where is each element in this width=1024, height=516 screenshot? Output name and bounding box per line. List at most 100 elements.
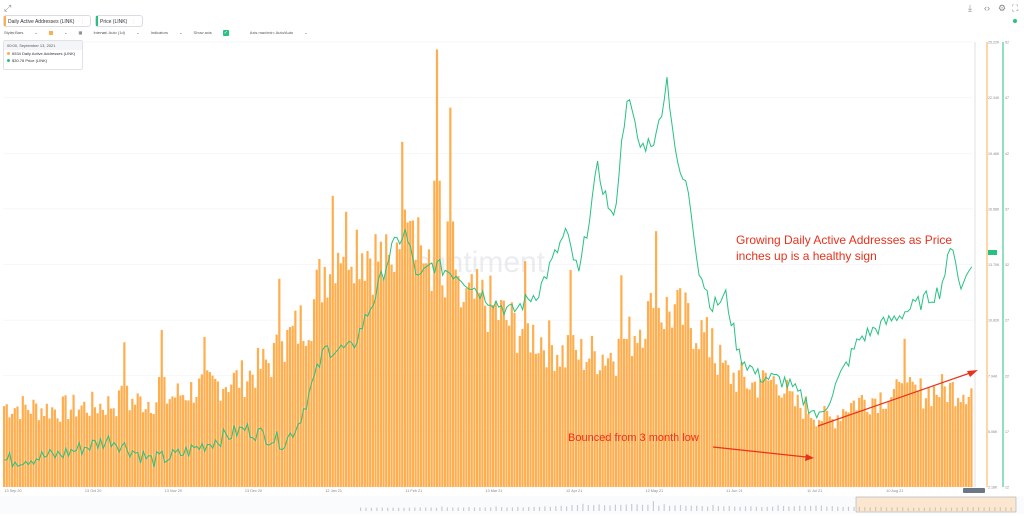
dau-bar — [77, 409, 81, 487]
dau-bar — [927, 387, 930, 487]
dau-bar — [569, 269, 572, 487]
tooltip-date: 00:00, September 13, 2021 — [4, 41, 82, 50]
dau-bar — [166, 403, 169, 487]
dau-bar — [756, 397, 759, 487]
fullscreen-icon[interactable]: ⛶ — [1012, 3, 1019, 13]
dau-bar — [911, 381, 914, 487]
navigator-bar — [869, 507, 871, 511]
dau-bar — [104, 414, 107, 487]
dau-bar — [414, 259, 417, 487]
style-select[interactable]: Style: Bars ⌄ — [4, 30, 38, 36]
navigator-bar — [435, 507, 438, 511]
dau-bar — [3, 406, 6, 487]
dau-bar — [625, 338, 628, 487]
dau-bar — [943, 386, 946, 487]
growth-arrowhead — [967, 370, 978, 377]
dau-bar — [427, 249, 431, 487]
tooltip-row-price: $30.78 Price (LINK) — [4, 57, 82, 64]
dau-bar — [307, 340, 310, 487]
navigator-bar — [799, 505, 801, 511]
navigator-bar — [983, 507, 985, 511]
dau-bar — [815, 426, 818, 487]
dau-axis-tick: 22.34K — [988, 96, 1000, 100]
dau-bar — [938, 396, 941, 487]
download-icon[interactable]: ⤓ — [968, 3, 972, 13]
metric-menu-icon[interactable]: ⋮ — [79, 19, 85, 25]
dau-bar — [382, 277, 385, 487]
dau-bar — [417, 217, 420, 487]
navigator-bar — [609, 505, 611, 511]
metric-chip-dau[interactable]: Daily Active Addresses (LINK) ⋮ × — [3, 15, 91, 37]
navigator-bar — [1010, 507, 1012, 511]
navigator-bar — [826, 506, 828, 511]
dau-bar — [532, 324, 535, 487]
dau-bar — [708, 357, 711, 487]
dau-bar — [951, 381, 954, 487]
navigator-bar — [761, 507, 763, 511]
annotation-line: inches up is a healthy sign — [736, 249, 877, 263]
navigator-bar — [538, 506, 541, 511]
interval-select[interactable]: ▦ Interval: Auto (1d) ⌄ — [78, 30, 140, 36]
dau-axis-tick: 25.22K — [988, 41, 1000, 45]
close-icon[interactable]: × — [12, 31, 15, 37]
dau-bar — [243, 397, 246, 487]
axis-max-select[interactable]: Axis max/min: Auto/Auto ⌄ — [249, 30, 308, 36]
navigator-bar — [956, 507, 958, 511]
dau-bar — [759, 379, 762, 487]
tooltip-dau-value: 6534 Daily Active Addresses (LINK) — [12, 51, 76, 56]
dau-bar — [459, 307, 463, 487]
close-icon[interactable]: × — [102, 31, 105, 37]
metric-menu-icon[interactable]: ⋮ — [130, 19, 136, 25]
settings-gear-icon[interactable]: ⚙ — [998, 3, 1007, 13]
dau-bar — [358, 279, 361, 487]
navigator-bar — [940, 507, 942, 511]
dau-bar — [713, 363, 716, 487]
embed-code-icon[interactable]: ‹› — [984, 3, 990, 13]
navigator-bar — [875, 506, 877, 511]
metric-chip-price[interactable]: Price (LINK) ⋮ × — [95, 15, 143, 37]
navigator-bar — [555, 506, 557, 511]
dau-bar — [732, 372, 735, 487]
show-axis-toggle[interactable]: Show axis ✓ — [194, 30, 239, 36]
dau-bar — [516, 352, 519, 487]
dau-axis-tick: 13.70K — [988, 263, 1000, 267]
dau-bar — [483, 305, 487, 487]
dau-bar — [75, 416, 78, 487]
color-picker[interactable]: ⌄ — [48, 30, 67, 35]
dau-bar — [900, 383, 904, 487]
dau-bar — [874, 398, 877, 487]
dau-bar — [852, 400, 855, 487]
dau-bar — [350, 266, 353, 487]
dau-bar — [534, 353, 537, 487]
dau-bar — [665, 296, 668, 487]
dau-bar — [43, 415, 46, 487]
navigator-bar — [365, 507, 367, 511]
dau-axis-tick: 10.82K — [988, 319, 1000, 323]
dau-bar — [820, 420, 823, 487]
dau-bar — [72, 394, 75, 487]
dau-bar — [398, 249, 401, 487]
dau-bar — [540, 337, 543, 487]
navigator-bar — [967, 507, 969, 511]
navigator-bar — [847, 506, 850, 511]
navigator-bar — [690, 505, 692, 511]
navigator-selection[interactable] — [855, 496, 1017, 513]
indicators-select[interactable]: Indicators ⌄ — [150, 30, 183, 36]
dau-bar — [195, 397, 198, 487]
navigator-bar — [902, 507, 904, 511]
color-swatch — [48, 31, 53, 35]
expand-icon[interactable]: ⤢ — [4, 3, 12, 13]
x-axis-tick: 13 Sep 20 — [4, 489, 21, 493]
dau-bar — [462, 301, 465, 487]
dau-bar — [612, 361, 615, 487]
navigator-bar — [696, 505, 698, 511]
dau-bar — [572, 335, 575, 487]
navigator[interactable] — [0, 496, 1024, 514]
navigator-bar — [766, 506, 768, 511]
dau-bar — [545, 367, 548, 487]
metric-color-bar — [96, 16, 98, 26]
dau-bar — [494, 301, 497, 487]
dau-bar — [286, 330, 289, 487]
navigator-bar — [739, 506, 741, 511]
